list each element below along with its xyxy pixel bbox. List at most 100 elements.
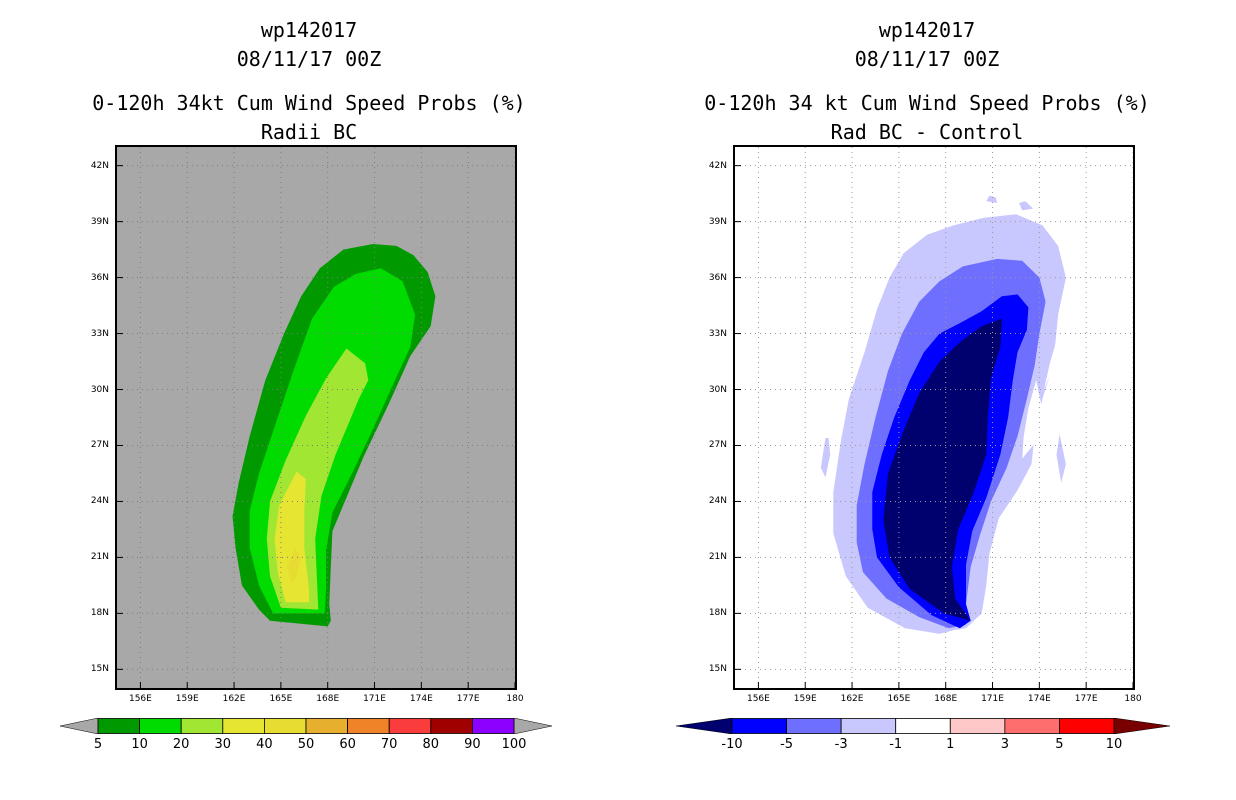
colorbar-strip <box>59 717 553 735</box>
right-title-subtitle: Rad BC - Control <box>830 120 1024 144</box>
y-tick-label: 15N <box>708 664 727 675</box>
colorbar-left-arrow <box>675 717 733 735</box>
colorbar-label: 30 <box>214 737 232 752</box>
y-tick-label: 24N <box>708 496 727 507</box>
y-tick-label: 24N <box>90 496 109 507</box>
y-tick-label: 39N <box>708 216 727 227</box>
y-tick-label: 15N <box>90 664 109 675</box>
colorbar-right-arrow <box>513 717 553 735</box>
contour-gap <box>1044 329 1063 390</box>
x-tick-label: 162E <box>222 694 246 704</box>
right-title-product: 0-120h 34 kt Cum Wind Speed Probs (%) <box>704 91 1150 115</box>
colorbar-label: 20 <box>172 737 190 752</box>
colorbar-swatch <box>1059 718 1115 734</box>
left-map-svg <box>117 147 515 688</box>
y-tick-label: 27N <box>708 440 727 451</box>
colorbar-swatch <box>430 718 473 734</box>
colorbar-swatch <box>471 718 515 734</box>
x-tick-label: 180 <box>1124 694 1142 704</box>
x-tick-label: 171E <box>981 694 1004 704</box>
right-chart-panel: wp142017 08/11/17 00Z 0-120h 34 kt Cum W… <box>618 0 1236 800</box>
y-tick-label: 36N <box>708 272 727 283</box>
colorbar-label: -10 <box>721 737 743 752</box>
colorbar-label: 90 <box>464 737 481 752</box>
colorbar-strip <box>675 717 1171 735</box>
left-title-storm-id: wp142017 <box>260 18 358 42</box>
x-tick-label: 177E <box>456 694 480 704</box>
colorbar-label: 100 <box>501 737 527 752</box>
contour-fill-40pct <box>274 471 309 603</box>
colorbar-swatch <box>180 718 224 734</box>
x-tick-label: 168E <box>934 694 958 704</box>
colorbar-label: 80 <box>422 737 440 752</box>
colorbar-label: -1 <box>889 737 903 752</box>
colorbar-swatch <box>840 718 897 734</box>
y-tick-label: 42N <box>708 160 727 171</box>
colorbar-label: 50 <box>297 737 315 752</box>
colorbar-right-arrow <box>1113 717 1171 735</box>
y-tick-label: 39N <box>90 216 109 227</box>
y-tick-label: 18N <box>708 608 727 619</box>
colorbar-label: -3 <box>834 737 848 752</box>
y-tick-label: 21N <box>708 552 727 563</box>
colorbar-label: -5 <box>780 737 794 752</box>
colorbar-swatch <box>949 718 1006 734</box>
y-tick-label: 27N <box>90 440 109 451</box>
y-tick-label: 30N <box>90 384 109 395</box>
colorbar-swatch <box>97 718 140 734</box>
colorbar-swatch <box>388 718 432 734</box>
colorbar-svg <box>675 717 1171 735</box>
colorbar-label: 10 <box>1105 737 1123 752</box>
y-tick-label: 18N <box>90 608 109 619</box>
contour-gap <box>1022 380 1044 459</box>
contour-fill-minus1-island <box>820 438 831 478</box>
x-tick-label: 165E <box>269 694 293 704</box>
colorbar-left-arrow <box>59 717 99 735</box>
left-title-subtitle: Radii BC <box>260 120 358 144</box>
right-title-datetime: 08/11/17 00Z <box>854 47 1000 71</box>
contour-fill-minus10 <box>883 318 1002 621</box>
y-tick-label: 30N <box>708 384 727 395</box>
colorbar-swatch <box>263 718 307 734</box>
left-title-datetime: 08/11/17 00Z <box>236 47 382 71</box>
colorbar-label: 70 <box>380 737 398 752</box>
left-chart-panel: wp142017 08/11/17 00Z 0-120h 34kt Cum Wi… <box>59 18 553 752</box>
right-map-plot <box>733 145 1135 690</box>
right-map-svg <box>735 147 1133 688</box>
x-tick-label: 159E <box>793 694 817 704</box>
y-tick-label: 33N <box>90 328 109 339</box>
x-tick-label: 171E <box>363 694 386 704</box>
colorbar-swatch <box>139 718 182 734</box>
y-tick-label: 36N <box>90 272 109 283</box>
colorbar-label: 1 <box>946 737 955 752</box>
colorbar-label: 10 <box>131 737 148 752</box>
x-tick-label: 174E <box>1027 694 1051 704</box>
contour-fill-minus1-island <box>1019 201 1034 211</box>
colorbar-label: 5 <box>1055 737 1064 752</box>
right-title-storm-id: wp142017 <box>878 18 976 42</box>
y-tick-label: 33N <box>708 328 727 339</box>
y-tick-label: 21N <box>90 552 109 563</box>
colorbar-swatch <box>222 718 265 734</box>
colorbar-label: 40 <box>256 737 273 752</box>
colorbar-swatch <box>731 718 787 734</box>
colorbar-label: 3 <box>1000 737 1009 752</box>
x-tick-label: 156E <box>128 694 152 704</box>
x-tick-label: 177E <box>1074 694 1098 704</box>
left-title-product: 0-120h 34kt Cum Wind Speed Probs (%) <box>92 91 526 115</box>
x-tick-label: 159E <box>175 694 199 704</box>
x-tick-label: 156E <box>746 694 770 704</box>
x-tick-label: 168E <box>316 694 340 704</box>
colorbar-swatch <box>895 718 951 734</box>
left-map-plot <box>115 145 517 690</box>
colorbar-swatch <box>1004 718 1060 734</box>
contour-fill-minus1-island <box>1056 434 1066 483</box>
x-tick-label: 174E <box>409 694 433 704</box>
colorbar-label: 60 <box>339 737 356 752</box>
x-tick-label: 180 <box>506 694 524 704</box>
colorbar-label: 5 <box>93 737 103 752</box>
colorbar-swatch <box>305 718 348 734</box>
colorbar-svg <box>59 717 553 735</box>
y-tick-label: 42N <box>90 160 109 171</box>
x-tick-label: 162E <box>840 694 864 704</box>
